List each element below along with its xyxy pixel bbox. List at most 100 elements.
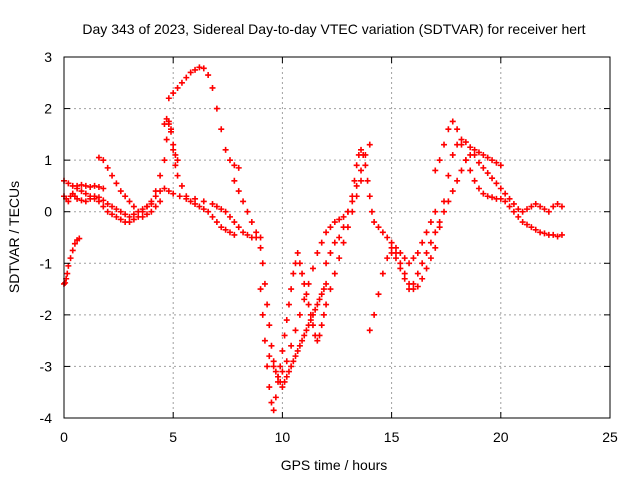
- data-point: [467, 144, 474, 151]
- data-point: [213, 203, 220, 210]
- data-point: [353, 162, 360, 169]
- data-point: [174, 157, 181, 164]
- data-point: [226, 229, 233, 236]
- data-point: [445, 126, 452, 133]
- data-point: [87, 183, 94, 190]
- data-point: [240, 229, 247, 236]
- data-point: [432, 167, 439, 174]
- data-point: [537, 229, 544, 236]
- data-point: [432, 244, 439, 251]
- data-point: [161, 185, 168, 192]
- data-point: [288, 286, 295, 293]
- data-point: [414, 283, 421, 290]
- data-point: [109, 203, 116, 210]
- data-point: [257, 234, 264, 241]
- data-point: [226, 157, 233, 164]
- data-point: [209, 213, 216, 220]
- data-point: [178, 79, 185, 86]
- data-point: [292, 353, 299, 360]
- data-point: [152, 193, 159, 200]
- data-point: [467, 167, 474, 174]
- y-tick-label: -2: [40, 307, 53, 323]
- data-point: [95, 154, 102, 161]
- data-point: [303, 291, 310, 298]
- data-point: [327, 286, 334, 293]
- data-point: [67, 255, 74, 262]
- data-point: [288, 363, 295, 370]
- x-tick-label: 25: [602, 429, 618, 445]
- data-point: [104, 164, 111, 171]
- data-point: [480, 164, 487, 171]
- data-point: [152, 188, 159, 195]
- data-point: [270, 363, 277, 370]
- data-point: [76, 235, 83, 242]
- y-tick-label: 3: [44, 49, 52, 65]
- data-point: [126, 198, 133, 205]
- data-point: [427, 239, 434, 246]
- data-point: [366, 327, 373, 334]
- data-point: [126, 213, 133, 220]
- data-point: [117, 208, 124, 215]
- data-point: [484, 154, 491, 161]
- data-point: [95, 198, 102, 205]
- data-point: [351, 177, 358, 184]
- data-point: [323, 301, 330, 308]
- data-point: [209, 84, 216, 91]
- data-point: [410, 286, 417, 293]
- data-point: [174, 84, 181, 91]
- data-point: [331, 270, 338, 277]
- data-point: [441, 208, 448, 215]
- data-point: [340, 239, 347, 246]
- data-point: [244, 231, 251, 238]
- data-point: [235, 224, 242, 231]
- data-point: [475, 149, 482, 156]
- data-point: [401, 270, 408, 277]
- data-point: [130, 203, 137, 210]
- data-point: [172, 162, 179, 169]
- data-point: [299, 270, 306, 277]
- data-point: [279, 368, 286, 375]
- data-point: [82, 182, 89, 189]
- data-point: [143, 211, 150, 218]
- data-point: [515, 213, 522, 220]
- data-point: [100, 157, 107, 164]
- data-point: [235, 164, 242, 171]
- data-point: [432, 208, 439, 215]
- data-point: [213, 219, 220, 226]
- data-point: [200, 206, 207, 213]
- data-point: [358, 177, 365, 184]
- x-axis-ticks: 0 5 10 15 20 25: [60, 57, 618, 445]
- data-point: [152, 203, 159, 210]
- y-tick-label: -3: [40, 358, 53, 374]
- data-point: [305, 280, 312, 287]
- data-point: [489, 157, 496, 164]
- data-point: [170, 90, 177, 97]
- data-point: [281, 378, 288, 385]
- data-point: [257, 286, 264, 293]
- data-point: [497, 162, 504, 169]
- data-point: [475, 159, 482, 166]
- data-point: [148, 198, 155, 205]
- data-point: [266, 384, 273, 391]
- data-point: [524, 221, 531, 228]
- data-point: [299, 337, 306, 344]
- data-point: [344, 208, 351, 215]
- data-point: [170, 146, 177, 153]
- data-point: [64, 270, 71, 277]
- y-tick-label: 0: [44, 204, 52, 220]
- x-tick-label: 0: [60, 429, 68, 445]
- data-point: [279, 384, 286, 391]
- data-point: [113, 213, 120, 220]
- data-point: [301, 332, 308, 339]
- data-point: [257, 244, 264, 251]
- data-point: [506, 203, 513, 210]
- data-point: [218, 206, 225, 213]
- data-point: [327, 249, 334, 256]
- data-point: [454, 126, 461, 133]
- data-point: [401, 255, 408, 262]
- data-point: [449, 188, 456, 195]
- y-axis-ticks: -4 -3 -2 -1 0 1 2 3: [40, 49, 610, 426]
- data-point: [213, 105, 220, 112]
